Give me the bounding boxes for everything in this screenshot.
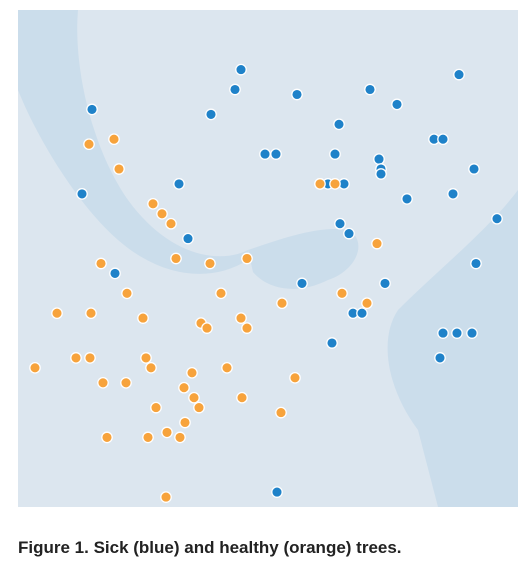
healthy-tree-point — [142, 431, 154, 444]
healthy-tree-point — [140, 352, 152, 364]
sick-tree-point — [229, 83, 241, 96]
sick-tree-point — [270, 148, 282, 160]
healthy-tree-point — [241, 322, 253, 334]
sick-tree-point — [326, 337, 338, 349]
sick-tree-point — [468, 163, 480, 175]
healthy-tree-point — [85, 307, 97, 320]
healthy-tree-point — [336, 287, 348, 300]
sick-tree-point — [453, 68, 465, 81]
sick-tree-point — [235, 63, 247, 76]
healthy-tree-point — [361, 297, 373, 310]
sick-tree-point — [86, 103, 98, 116]
sick-tree-point — [291, 88, 303, 101]
healthy-tree-point — [371, 237, 383, 250]
healthy-tree-point — [165, 217, 177, 230]
sick-tree-point — [451, 327, 463, 339]
healthy-tree-point — [160, 491, 172, 503]
decision-region-center — [248, 229, 359, 289]
sick-tree-point — [205, 108, 217, 121]
sick-tree-point — [434, 352, 446, 364]
healthy-tree-point — [156, 207, 168, 220]
healthy-tree-point — [178, 381, 190, 394]
healthy-tree-point — [215, 287, 227, 300]
figure-caption: Figure 1. Sick (blue) and healthy (orang… — [18, 538, 402, 557]
sick-tree-point — [379, 277, 391, 290]
healthy-tree-point — [188, 391, 200, 404]
sick-tree-point — [333, 118, 345, 131]
healthy-tree-point — [204, 257, 216, 270]
sick-tree-point — [401, 193, 413, 205]
healthy-tree-point — [113, 163, 125, 175]
healthy-tree-point — [241, 252, 253, 265]
decision-region-left — [18, 10, 248, 274]
healthy-tree-point — [108, 133, 120, 146]
healthy-tree-point — [29, 361, 41, 374]
sick-tree-point — [271, 486, 283, 498]
healthy-tree-point — [276, 297, 288, 310]
sick-tree-point — [76, 188, 88, 200]
healthy-tree-point — [193, 401, 205, 414]
healthy-tree-point — [83, 138, 95, 151]
healthy-tree-point — [329, 178, 341, 190]
healthy-tree-point — [221, 361, 233, 374]
sick-tree-point — [470, 257, 482, 270]
sick-tree-point — [437, 133, 449, 146]
healthy-tree-point — [161, 426, 173, 439]
sick-tree-point — [343, 227, 355, 240]
sick-tree-point — [373, 153, 385, 165]
data-points — [29, 63, 503, 503]
sick-tree-point — [109, 267, 121, 280]
sick-tree-point — [437, 327, 449, 339]
sick-tree-point — [334, 217, 346, 230]
healthy-tree-point — [314, 178, 326, 190]
sick-tree-point — [364, 83, 376, 96]
healthy-tree-point — [275, 406, 287, 419]
healthy-tree-point — [170, 252, 182, 265]
healthy-tree-point — [145, 361, 157, 374]
sick-tree-point — [491, 212, 503, 225]
scatter-plot — [18, 10, 518, 507]
healthy-tree-point — [51, 307, 63, 320]
healthy-tree-point — [70, 352, 82, 364]
sick-tree-point — [356, 307, 368, 320]
healthy-tree-point — [235, 312, 247, 324]
sick-tree-point — [391, 98, 403, 111]
sick-tree-point — [329, 148, 341, 160]
sick-tree-point — [259, 148, 271, 160]
healthy-tree-point — [120, 376, 132, 389]
healthy-tree-point — [97, 376, 109, 389]
healthy-tree-point — [84, 352, 96, 364]
sick-tree-point — [447, 188, 459, 200]
healthy-tree-point — [186, 366, 198, 379]
healthy-tree-point — [137, 312, 149, 324]
sick-tree-point — [296, 277, 308, 290]
healthy-tree-point — [101, 431, 113, 444]
healthy-tree-point — [150, 401, 162, 414]
sick-tree-point — [375, 168, 387, 180]
sick-tree-point — [466, 327, 478, 339]
healthy-tree-point — [236, 391, 248, 404]
healthy-tree-point — [147, 197, 159, 210]
healthy-tree-point — [95, 257, 107, 270]
healthy-tree-point — [121, 287, 133, 300]
healthy-tree-point — [179, 416, 191, 429]
healthy-tree-point — [289, 371, 301, 384]
sick-tree-point — [182, 232, 194, 245]
healthy-tree-point — [174, 431, 186, 444]
decision-region-right — [387, 190, 518, 507]
healthy-tree-point — [201, 322, 213, 334]
sick-tree-point — [173, 178, 185, 190]
